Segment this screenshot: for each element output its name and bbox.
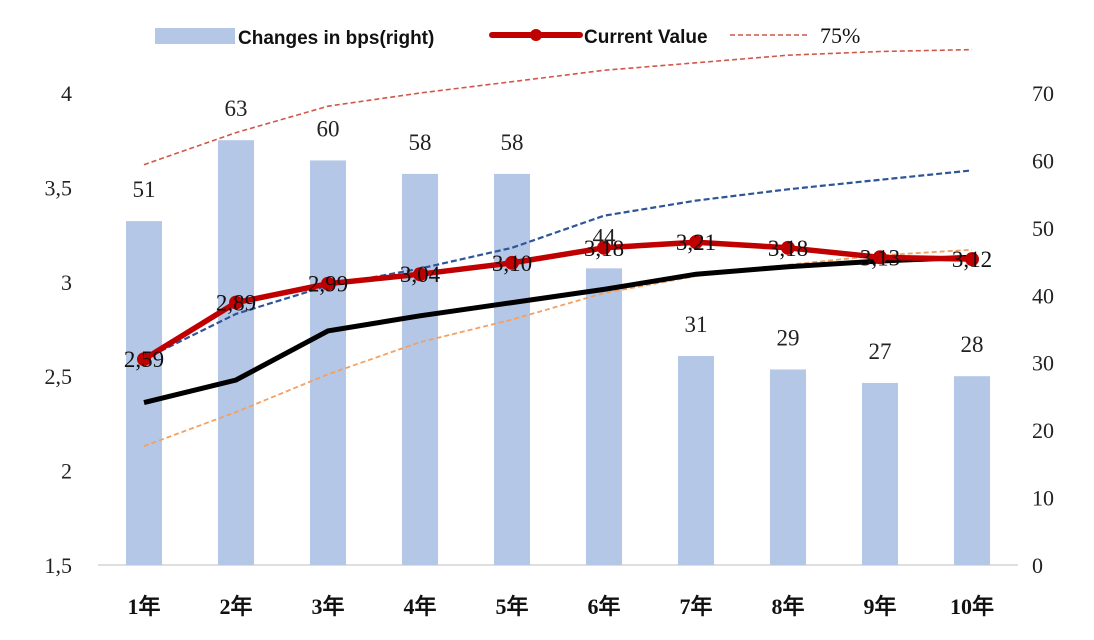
line-series (142, 48, 973, 447)
bar (218, 140, 254, 565)
x-tick-label: 6年 (587, 594, 620, 619)
legend-label-p75: 75% (820, 23, 860, 48)
bar (310, 160, 346, 565)
current-value-label: 2,59 (124, 347, 164, 372)
right-tick-label: 40 (1032, 283, 1054, 308)
current-value-marker (505, 255, 519, 270)
legend-label-bars: Changes in bps(right) (238, 28, 434, 49)
current-value-labels: 2,59 2,89 2,99 3,04 3,10 3,18 3,21 3,18 3,13 3,12 (124, 230, 992, 372)
bar (862, 382, 898, 565)
blue-dashed-line (143, 169, 973, 361)
bar (954, 376, 990, 565)
x-tick-label: 9年 (863, 594, 896, 619)
right-tick-label: 60 (1032, 148, 1054, 173)
bar-value-label: 28 (961, 332, 984, 357)
bar-value-label: 60 (317, 116, 340, 141)
current-value-label: 2,99 (308, 272, 348, 297)
current-value-label: 3,04 (400, 262, 441, 287)
current-value-label: 3,13 (860, 245, 900, 270)
right-tick-label: 10 (1032, 486, 1054, 511)
orange-dashed-line (143, 248, 973, 447)
bar-value-label: 44 (593, 224, 617, 249)
current-value-label: 3,12 (952, 247, 992, 272)
bar-value-label: 58 (409, 130, 432, 155)
bar (770, 369, 806, 565)
x-tick-label: 7年 (679, 594, 712, 619)
black-line (143, 254, 973, 406)
legend-swatch-bars (155, 28, 235, 44)
x-tick-label: 10年 (950, 594, 994, 619)
current-value-label: 2,89 (216, 291, 256, 316)
left-tick-label: 1,5 (45, 553, 73, 578)
left-tick-label: 3 (61, 270, 72, 295)
current-value-label: 3,18 (768, 236, 808, 261)
x-axis-ticks: 1年 2年 3年 4年 5年 6年 7年 8年 9年 10年 (127, 594, 994, 619)
legend-swatch-current-marker (530, 29, 542, 41)
current-value-marker (229, 295, 243, 310)
bar (402, 173, 438, 565)
x-tick-label: 3年 (311, 594, 344, 619)
current-value-marker (597, 240, 611, 255)
current-value-markers (137, 235, 979, 367)
bar-value-label: 27 (869, 339, 892, 364)
bar-value-label: 31 (685, 312, 708, 337)
current-value-marker (781, 240, 795, 255)
left-axis-ticks: 1,5 2 2,5 3 3,5 4 (45, 81, 73, 578)
x-tick-label: 2年 (219, 594, 252, 619)
current-value-marker (965, 252, 979, 267)
bar (126, 221, 162, 565)
x-tick-label: 1年 (127, 594, 160, 619)
bar-value-label: 58 (501, 130, 524, 155)
left-tick-label: 3,5 (45, 175, 73, 200)
right-tick-label: 50 (1032, 216, 1054, 241)
bar-data-labels: 51 63 60 58 58 44 31 29 27 28 (133, 96, 984, 364)
right-tick-label: 70 (1032, 81, 1054, 106)
right-tick-label: 0 (1032, 553, 1043, 578)
current-value-label: 3,21 (676, 230, 716, 255)
bar (586, 268, 622, 565)
x-tick-label: 4年 (403, 594, 436, 619)
x-tick-label: 5年 (495, 594, 528, 619)
x-tick-label: 8年 (771, 594, 804, 619)
bar-value-label: 29 (777, 325, 800, 350)
current-value-marker (321, 276, 335, 291)
right-tick-label: 30 (1032, 351, 1054, 376)
p75-line (143, 48, 973, 166)
right-tick-label: 20 (1032, 418, 1054, 443)
left-tick-label: 2,5 (45, 364, 73, 389)
current-value-marker (137, 352, 151, 367)
bar-value-label: 51 (133, 177, 156, 202)
current-value-line (142, 239, 973, 362)
left-tick-label: 4 (61, 81, 72, 106)
current-value-label: 3,18 (584, 236, 624, 261)
current-value-label: 3,10 (492, 251, 532, 276)
bar (494, 173, 530, 565)
bar-series (126, 140, 990, 565)
left-tick-label: 2 (61, 459, 72, 484)
bar-value-label: 63 (225, 96, 248, 121)
legend-label-current: Current Value (584, 27, 708, 48)
right-axis-ticks: 0 10 20 30 40 50 60 70 (1032, 81, 1054, 578)
current-value-marker (873, 250, 887, 265)
bar (678, 355, 714, 565)
legend: Changes in bps(right) Current Value 75% (155, 23, 860, 49)
current-value-marker (413, 267, 427, 282)
current-value-marker (689, 235, 703, 250)
